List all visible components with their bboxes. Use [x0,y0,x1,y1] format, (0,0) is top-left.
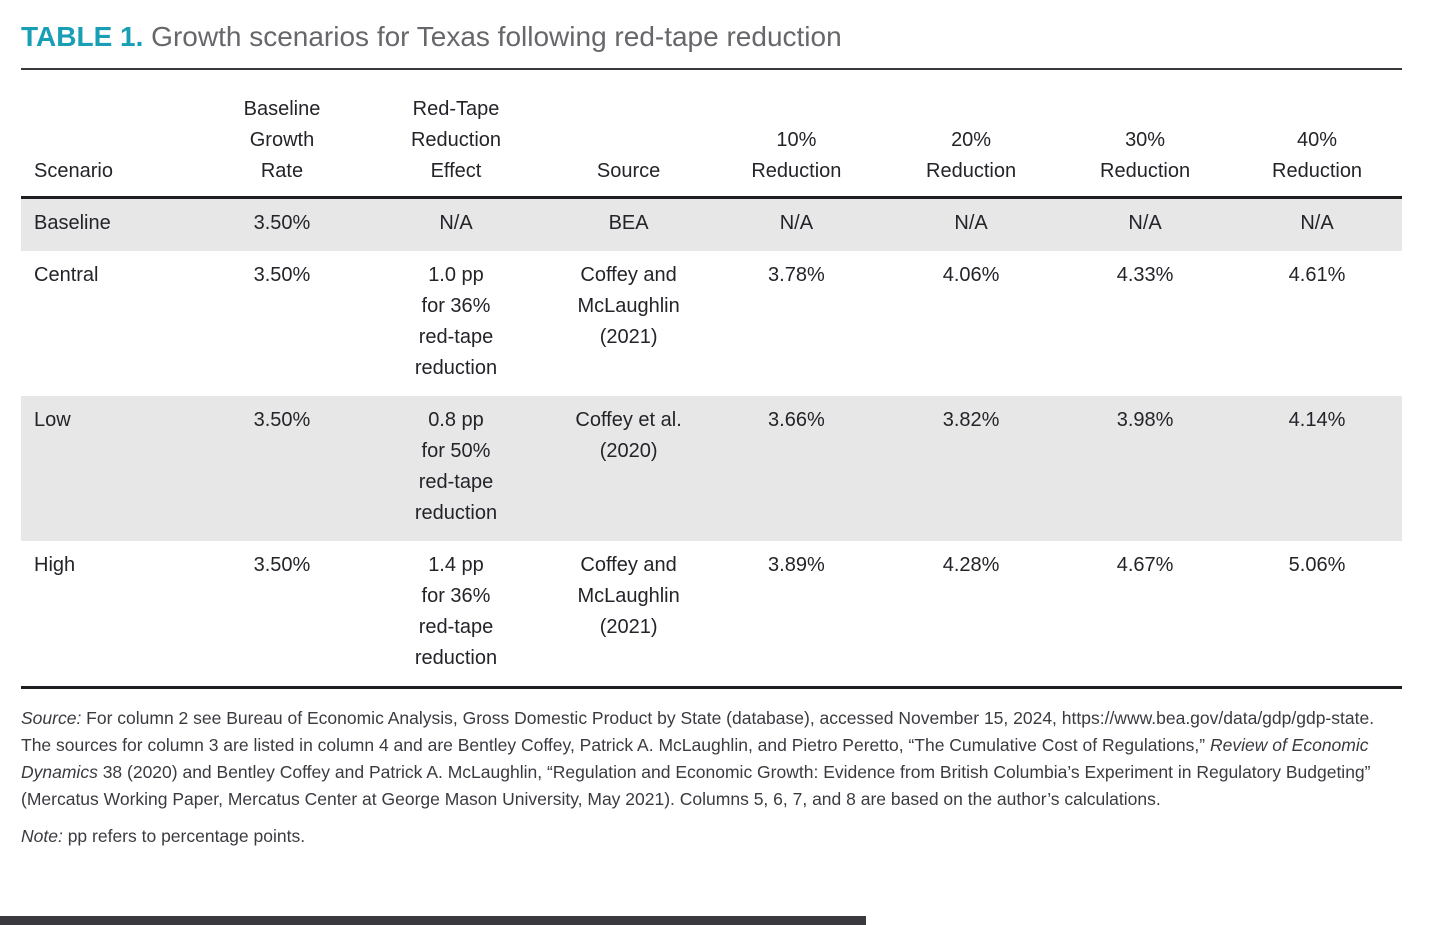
header-baseline-growth-rate: Baseline Growth Rate [200,69,364,199]
cell-10pct: 3.78% [768,263,825,286]
header-source: Source [548,69,709,199]
cell-source: BEA [548,197,709,251]
cell-30pct: 4.67% [1058,540,1233,689]
table-row-baseline: Baseline 3.50% N/A BEA N/A N/A N/A N/A [21,197,1402,251]
source-label: Source: [21,707,82,728]
header-red-tape-reduction-effect: Red-Tape Reduction Effect [363,69,549,199]
table-row-low: Low 3.50% 0.8 pp for 50% red-tape reduct… [21,395,1402,541]
table-number-label: TABLE 1. [21,21,144,52]
header-30pct-reduction: 30% Reduction [1058,69,1233,199]
table-row-high: High 3.50% 1.4 pp for 36% red-tape reduc… [21,540,1402,689]
cell-20pct: N/A [884,197,1059,251]
source-text-2: 38 (2020) and Bentley Coffey and Patrick… [21,761,1371,809]
cell-40pct: N/A [1232,197,1402,251]
table-title-text: Growth scenarios for Texas following red… [151,21,842,52]
page-title: TABLE 1. Growth scenarios for Texas foll… [21,20,1402,54]
header-row: Scenario Baseline Growth Rate Red-Tape R… [21,69,1402,199]
cell-40pct: 5.06% [1232,540,1402,689]
cell-30pct: N/A [1058,197,1233,251]
cell-20pct: 3.82% [884,395,1059,541]
cell-20pct: 4.06% [942,263,1000,286]
cell-red-tape-effect: 1.0 pp for 36% red-tape reduction [414,263,498,379]
cell-baseline-growth-rate: 3.50% [200,197,364,251]
header-10pct-reduction: 10% Reduction [708,69,885,199]
cell-baseline-growth-rate: 3.50% [200,395,364,541]
header-20pct-reduction: 20% Reduction [884,69,1059,199]
cell-source: Coffey et al. (2020) [548,395,709,541]
document-page: TABLE 1. Growth scenarios for Texas foll… [21,20,1402,850]
cell-baseline-growth-rate: 3.50% [253,263,311,286]
cell-10pct: 3.66% [708,395,885,541]
cell-10pct: N/A [708,197,885,251]
bottom-bar [0,916,866,925]
cell-40pct: 4.14% [1232,395,1402,541]
cell-scenario: Baseline [21,197,201,251]
cell-source: Coffey and McLaughlin (2021) [577,263,680,348]
source-text-1: For column 2 see Bureau of Economic Anal… [21,707,1375,755]
cell-30pct: 3.98% [1058,395,1233,541]
cell-40pct: 4.61% [1288,263,1346,286]
cell-30pct: 4.33% [1116,263,1174,286]
cell-scenario: Low [21,395,201,541]
growth-scenarios-table: Scenario Baseline Growth Rate Red-Tape R… [21,69,1402,689]
cell-scenario: High [21,540,201,689]
cell-source: Coffey and McLaughlin (2021) [548,540,709,689]
cell-10pct: 3.89% [708,540,885,689]
cell-red-tape-effect: N/A [363,197,549,251]
cell-red-tape-effect: 1.4 pp for 36% red-tape reduction [363,540,549,689]
note-label: Note: [21,825,63,846]
header-40pct-reduction: 40% Reduction [1232,69,1402,199]
cell-red-tape-effect: 0.8 pp for 50% red-tape reduction [363,395,549,541]
source-journal-title: Review of Economic Dynamics [21,734,1369,782]
cell-scenario: Central [34,263,99,286]
cell-baseline-growth-rate: 3.50% [200,540,364,689]
title-divider [21,67,1402,70]
table-row-central: Central 3.50% 1.0 pp for 36% red-tape re… [21,251,1402,396]
note-text: pp refers to percentage points. [62,825,306,846]
header-scenario: Scenario [21,69,201,199]
cell-20pct: 4.28% [884,540,1059,689]
footnote: Note: pp refers to percentage points. [21,823,1402,850]
source-note: Source: For column 2 see Bureau of Econo… [21,705,1402,813]
